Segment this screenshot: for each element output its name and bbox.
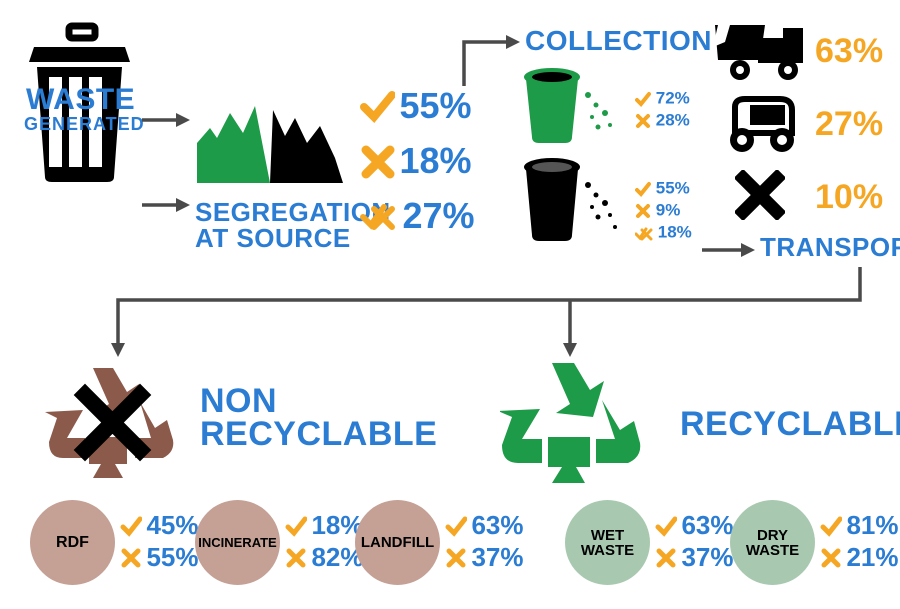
- inc-good: 18%: [285, 510, 364, 541]
- none-pct: 10%: [815, 178, 883, 217]
- truck-pct: 63%: [815, 32, 883, 71]
- wet-bad: 37%: [655, 542, 734, 573]
- black-bin-icon: [520, 155, 630, 245]
- fork-arrow: [100, 265, 870, 360]
- green-bin-icon: [520, 65, 630, 145]
- rdf-circle: RDF: [30, 500, 115, 585]
- recyclable-label: RECYCLABLE: [680, 408, 900, 440]
- wet-good: 63%: [655, 510, 734, 541]
- arrow-4: [700, 240, 755, 260]
- dry-circle: DRYWASTE: [730, 500, 815, 585]
- coll-black-bad2: 18%: [635, 222, 692, 243]
- auto-pct: 27%: [815, 105, 883, 144]
- land-good: 63%: [445, 510, 524, 541]
- rdf-good: 45%: [120, 510, 199, 541]
- non-recyclable-icon: [45, 360, 180, 490]
- wet-circle: WETWASTE: [565, 500, 650, 585]
- pile-icon: [195, 98, 345, 188]
- arrow-1: [140, 110, 190, 130]
- inc-bad: 82%: [285, 542, 364, 573]
- landfill-circle: LANDFILL: [355, 500, 440, 585]
- collection-label: COLLECTION: [525, 28, 712, 55]
- truck-icon: [710, 20, 810, 85]
- rdf-bad: 55%: [120, 542, 199, 573]
- transport-label: TRANSPORT: [760, 235, 900, 260]
- segregation-label-2: AT SOURCE: [195, 226, 351, 251]
- cross-icon: [735, 170, 785, 220]
- coll-black-bad1: 9%: [635, 200, 680, 221]
- incinerate-circle: INCINERATE: [195, 500, 280, 585]
- arrow-3: [460, 30, 520, 90]
- non-recyclable-label-2: RECYCLABLE: [200, 418, 437, 450]
- land-bad: 37%: [445, 542, 524, 573]
- dry-good: 81%: [820, 510, 899, 541]
- non-recyclable-label-1: NON: [200, 385, 277, 417]
- waste-label-1: WASTE: [26, 86, 135, 115]
- coll-black-good: 55%: [635, 178, 690, 199]
- seg-partial: 27%: [360, 195, 475, 237]
- dry-bad: 21%: [820, 542, 899, 573]
- auto-icon: [720, 95, 805, 155]
- coll-green-bad: 28%: [635, 110, 690, 131]
- waste-label-2: GENERATED: [24, 116, 145, 133]
- seg-good: 55%: [360, 85, 472, 127]
- recyclable-icon: [500, 355, 645, 495]
- seg-bad: 18%: [360, 140, 472, 182]
- arrow-2: [140, 195, 190, 215]
- coll-green-good: 72%: [635, 88, 690, 109]
